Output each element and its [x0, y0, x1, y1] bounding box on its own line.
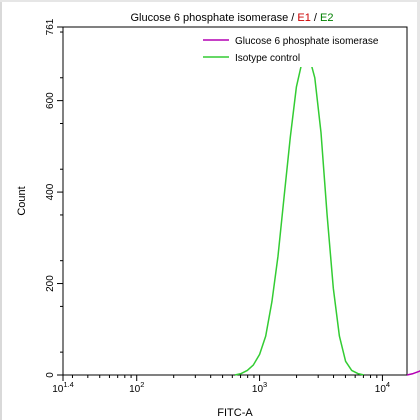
x-tick-base: 10: [52, 384, 64, 395]
y-tick-label: 600: [45, 92, 56, 109]
y-tick-label: 400: [45, 183, 56, 200]
plot-area-frame: [62, 26, 408, 376]
series-line-1: [406, 370, 420, 376]
y-axis: 0 200 400 600 761: [45, 18, 63, 378]
y-tick-label: 0: [45, 372, 56, 378]
x-tick-base: 10: [252, 384, 264, 395]
chart-title-part: E1: [297, 12, 310, 24]
series-layer: [234, 54, 420, 376]
x-tick-exponent: 2: [140, 380, 144, 389]
x-tick-exponent: 3: [263, 380, 267, 389]
x-tick-label: 101.4: [52, 380, 74, 395]
legend-label-series-1: Glucose 6 phosphate isomerase: [235, 36, 379, 47]
legend: Glucose 6 phosphate isomerase Isotype co…: [199, 33, 405, 67]
x-tick-label: 102: [129, 380, 144, 395]
legend-label-series-2: Isotype control: [235, 53, 300, 64]
x-tick-exponent: 1.4: [63, 380, 73, 389]
chart-title-part: /: [311, 12, 320, 24]
y-axis-title: Count: [16, 186, 28, 215]
frame-top-border: [0, 0, 420, 2]
chart-title-part: E2: [320, 12, 333, 24]
y-tick-label: 761: [45, 18, 56, 35]
chart-title-part: Glucose 6 phosphate isomerase: [130, 12, 288, 24]
x-tick-label: 103: [252, 380, 267, 395]
x-tick-exponent: 4: [386, 380, 390, 389]
x-axis: 101.4102103104105106107.2: [52, 375, 390, 395]
y-tick-label: 200: [45, 275, 56, 292]
legend-box: [199, 33, 405, 67]
chart-title-part: /: [288, 12, 297, 24]
x-tick-label: 104: [375, 380, 390, 395]
frame-right-border: [417, 0, 420, 420]
chart-title: Glucose 6 phosphate isomerase / E1 / E2: [130, 12, 333, 24]
series-line-2: [234, 54, 365, 376]
x-axis-title: FITC-A: [217, 407, 253, 419]
frame-left-border: [0, 0, 2, 420]
x-tick-base: 10: [129, 384, 141, 395]
x-tick-base: 10: [375, 384, 387, 395]
